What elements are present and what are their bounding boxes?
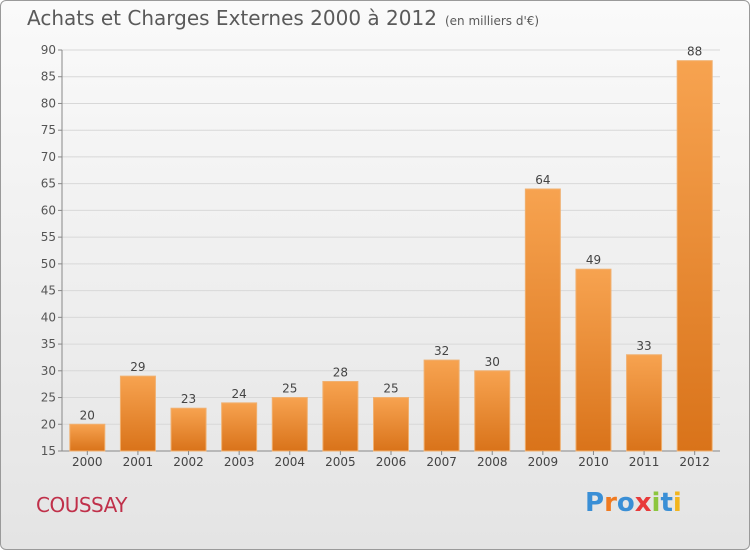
bar-2012 (676, 60, 713, 452)
x-tick-label: 2007 (426, 455, 457, 469)
proxiti-logo[interactable]: Proxiti (585, 488, 682, 518)
x-tick-label: 2002 (173, 455, 204, 469)
bar-2011 (626, 354, 663, 452)
x-tick-label: 2005 (325, 455, 356, 469)
bar-2008 (474, 370, 511, 452)
data-label: 29 (130, 360, 145, 374)
data-label: 25 (383, 382, 398, 396)
y-tick-label: 65 (41, 177, 56, 191)
y-tick-label: 30 (41, 364, 56, 378)
x-tick-label: 2011 (629, 455, 660, 469)
bar-2010 (575, 268, 612, 452)
y-tick-label: 85 (41, 70, 56, 84)
y-tick-label: 55 (41, 230, 56, 244)
data-label: 25 (282, 382, 297, 396)
bars: 20 29 23 24 25 28 25 32 30 64 49 33 88 (69, 45, 713, 452)
y-tick-label: 50 (41, 257, 56, 271)
x-tick-label: 2000 (72, 455, 103, 469)
data-label: 49 (586, 253, 601, 267)
x-axis: 2000 2001 2002 2003 2004 2005 2006 2007 2008 2009… (72, 451, 710, 469)
y-tick-label: 20 (41, 417, 56, 431)
bar-2001 (119, 375, 156, 452)
data-label: 88 (687, 45, 702, 59)
bar-2009 (524, 188, 561, 452)
y-tick-label: 90 (41, 43, 56, 57)
x-tick-label: 2008 (477, 455, 508, 469)
chart-title: Achats et Charges Externes 2000 à 2012 (e… (27, 6, 539, 30)
data-label: 33 (636, 339, 651, 353)
bar-2002 (170, 407, 207, 452)
data-label: 28 (333, 365, 348, 379)
bar-2006 (373, 397, 409, 452)
data-label: 20 (80, 408, 95, 422)
y-tick-label: 45 (41, 284, 56, 298)
x-tick-label: 2004 (274, 455, 305, 469)
x-tick-label: 2006 (376, 455, 407, 469)
y-tick-label: 75 (41, 123, 56, 137)
data-label: 32 (434, 344, 449, 358)
bar-2003 (221, 402, 258, 452)
bar-2007 (423, 359, 460, 452)
y-tick-label: 35 (41, 337, 56, 351)
chart-title-text: Achats et Charges Externes 2000 à 2012 (27, 6, 437, 30)
chart-unit: (en milliers d'€) (444, 14, 540, 28)
y-tick-label: 70 (41, 150, 56, 164)
bar-2005 (322, 380, 359, 452)
x-tick-label: 2012 (679, 455, 710, 469)
x-tick-label: 2009 (528, 455, 559, 469)
y-tick-label: 40 (41, 310, 56, 324)
data-label: 64 (535, 173, 550, 187)
y-tick-label: 60 (41, 203, 56, 217)
x-tick-label: 2001 (123, 455, 154, 469)
commune-name: COUSSAY (36, 493, 127, 517)
x-tick-label: 2003 (224, 455, 255, 469)
x-tick-label: 2010 (578, 455, 609, 469)
data-label: 23 (181, 392, 196, 406)
data-label: 30 (485, 355, 500, 369)
y-tick-label: 15 (41, 444, 56, 458)
y-tick-label: 25 (41, 391, 56, 405)
y-tick-label: 80 (41, 96, 56, 110)
bar-2004 (271, 397, 308, 452)
bar-2000 (69, 423, 106, 452)
data-label: 24 (232, 387, 247, 401)
